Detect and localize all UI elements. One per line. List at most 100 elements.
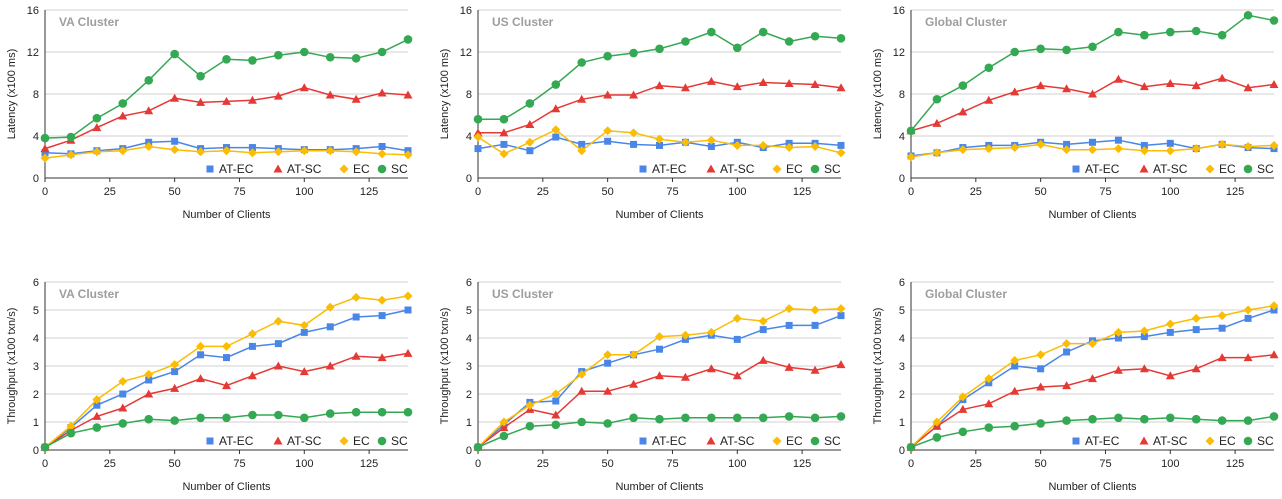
data-point-at-ec bbox=[1063, 348, 1071, 356]
data-point-at-ec bbox=[733, 335, 741, 343]
data-point-at-ec bbox=[552, 133, 560, 141]
data-point-ec bbox=[906, 152, 916, 162]
data-point-ec bbox=[577, 369, 587, 379]
legend-marker-ec bbox=[339, 164, 349, 174]
legend-label-at-sc: AT-SC bbox=[1153, 434, 1188, 448]
y-tick-label: 6 bbox=[33, 277, 39, 289]
data-point-ec bbox=[144, 142, 154, 151]
legend-marker-ec bbox=[1205, 436, 1215, 446]
data-point-ec bbox=[1243, 142, 1253, 151]
series-sc bbox=[473, 412, 846, 452]
data-point-at-sc bbox=[810, 80, 820, 89]
data-point-at-sc bbox=[810, 365, 820, 374]
data-point-ec bbox=[932, 417, 942, 427]
legend-marker-at-ec bbox=[1072, 165, 1080, 173]
data-point-at-sc bbox=[473, 128, 483, 137]
data-point-ec bbox=[1113, 327, 1123, 337]
y-tick-label: 4 bbox=[899, 131, 905, 143]
data-point-ec bbox=[351, 292, 361, 302]
legend-marker-at-ec bbox=[1072, 437, 1080, 445]
data-point-sc bbox=[325, 409, 335, 418]
series-ec bbox=[473, 125, 846, 159]
data-point-ec bbox=[403, 150, 413, 160]
data-point-sc bbox=[655, 44, 664, 54]
legend-marker-at-sc bbox=[273, 164, 283, 173]
data-point-at-sc bbox=[1113, 365, 1123, 374]
data-point-at-sc bbox=[92, 411, 102, 420]
data-point-at-sc bbox=[732, 82, 742, 91]
data-point-ec bbox=[525, 137, 535, 147]
legend-marker-sc bbox=[810, 436, 820, 446]
panel-title: Global Cluster bbox=[925, 287, 1007, 301]
legend-marker-at-sc bbox=[273, 436, 283, 445]
legend-label-ec: EC bbox=[353, 434, 370, 448]
x-tick-label: 25 bbox=[970, 186, 982, 198]
x-tick-label: 0 bbox=[908, 186, 914, 198]
data-point-at-ec bbox=[785, 321, 793, 329]
data-point-at-sc bbox=[118, 403, 128, 412]
legend-label-at-ec: AT-EC bbox=[1085, 162, 1120, 176]
data-point-sc bbox=[1010, 421, 1020, 431]
data-point-sc bbox=[377, 47, 387, 57]
data-point-at-sc bbox=[1062, 84, 1072, 93]
data-point-at-sc bbox=[732, 371, 742, 380]
data-point-sc bbox=[577, 417, 587, 427]
data-point-ec bbox=[403, 291, 413, 301]
legend-label-sc: SC bbox=[1257, 434, 1274, 448]
y-tick-label: 4 bbox=[466, 131, 472, 143]
y-tick-label: 12 bbox=[893, 47, 905, 59]
data-point-at-sc bbox=[1191, 81, 1201, 90]
series-sc bbox=[906, 412, 1279, 452]
data-point-at-sc bbox=[377, 353, 387, 362]
x-axis-title: Number of Clients bbox=[1048, 209, 1137, 221]
legend-label-at-sc: AT-SC bbox=[1153, 162, 1188, 176]
x-tick-label: 100 bbox=[728, 186, 746, 198]
y-tick-label: 3 bbox=[899, 361, 905, 373]
data-point-sc bbox=[1243, 10, 1253, 20]
data-point-at-sc bbox=[706, 76, 716, 85]
data-point-ec bbox=[758, 316, 768, 326]
data-point-at-ec bbox=[811, 321, 819, 329]
data-point-at-ec bbox=[1218, 324, 1226, 332]
data-point-sc bbox=[40, 442, 50, 452]
data-point-at-sc bbox=[273, 91, 283, 100]
data-point-sc bbox=[40, 133, 50, 143]
data-point-at-sc bbox=[247, 95, 257, 104]
data-point-ec bbox=[144, 369, 154, 379]
x-tick-label: 125 bbox=[360, 186, 378, 198]
legend-marker-ec bbox=[1205, 164, 1215, 174]
legend-label-at-ec: AT-EC bbox=[219, 434, 254, 448]
data-point-at-sc bbox=[144, 389, 154, 398]
x-tick-label: 100 bbox=[1161, 458, 1179, 470]
data-point-at-sc bbox=[577, 386, 587, 395]
x-tick-label: 75 bbox=[666, 458, 678, 470]
x-tick-label: 100 bbox=[295, 186, 313, 198]
data-point-at-ec bbox=[171, 137, 179, 145]
data-point-at-sc bbox=[758, 355, 768, 364]
y-tick-label: 16 bbox=[893, 5, 905, 17]
data-point-ec bbox=[958, 145, 968, 155]
data-point-at-sc bbox=[170, 383, 180, 392]
x-tick-label: 0 bbox=[475, 186, 481, 198]
y-tick-label: 4 bbox=[33, 131, 39, 143]
data-point-sc bbox=[758, 413, 768, 423]
y-axis-title: Throughput (x100 txn/s) bbox=[6, 308, 18, 425]
y-tick-label: 8 bbox=[899, 89, 905, 101]
data-point-ec bbox=[92, 147, 102, 157]
data-point-at-sc bbox=[1062, 381, 1072, 390]
x-tick-label: 0 bbox=[908, 458, 914, 470]
data-point-sc bbox=[170, 416, 179, 425]
data-point-sc bbox=[932, 433, 942, 442]
legend-label-sc: SC bbox=[824, 162, 841, 176]
y-tick-label: 6 bbox=[899, 277, 905, 289]
data-point-sc bbox=[784, 37, 794, 46]
data-point-sc bbox=[170, 49, 179, 59]
legend: AT-EC AT-SC EC SC bbox=[1072, 162, 1274, 176]
data-point-sc bbox=[1217, 30, 1227, 40]
data-point-sc bbox=[499, 114, 509, 124]
legend: AT-EC AT-SC EC SC bbox=[1072, 434, 1274, 448]
series-ec bbox=[40, 142, 413, 163]
y-tick-label: 4 bbox=[33, 333, 39, 345]
x-tick-label: 75 bbox=[1099, 186, 1111, 198]
data-point-at-ec bbox=[1037, 365, 1045, 373]
